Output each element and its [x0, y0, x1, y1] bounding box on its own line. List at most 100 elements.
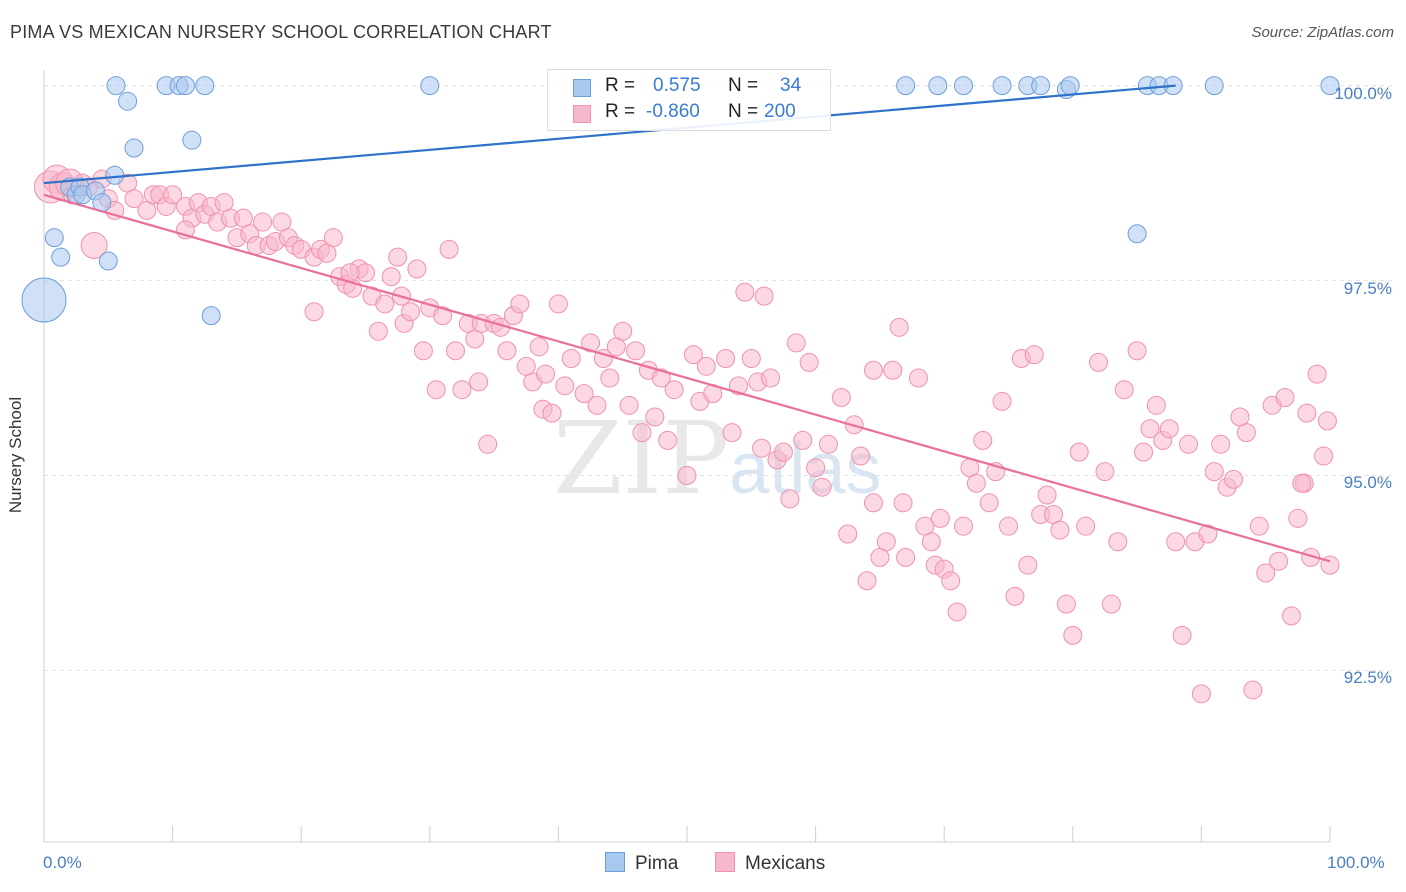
pima-point — [1204, 76, 1224, 96]
mexicans-point — [812, 477, 832, 497]
mexicans-point — [896, 547, 916, 567]
mexicans-point — [124, 189, 144, 209]
mexicans-point — [799, 352, 819, 372]
mexicans-point — [561, 349, 581, 369]
source-label: Source: ZipAtlas.com — [1251, 24, 1394, 41]
x-tick-label-min: 0.0% — [43, 853, 82, 872]
pima-point — [896, 76, 916, 96]
mexicans-point — [600, 368, 620, 388]
mexicans-point — [1211, 434, 1231, 454]
mexicans-point — [388, 247, 408, 267]
mexicans-point — [876, 532, 896, 552]
mexicans-point — [1172, 625, 1192, 645]
mexicans-point — [752, 438, 772, 458]
mexicans-point — [1024, 345, 1044, 365]
y-axis-label: Nursery School — [6, 396, 25, 514]
mexicans-point — [632, 423, 652, 443]
mexicans-point — [587, 395, 607, 415]
mexicans-point — [883, 360, 903, 380]
y-tick-label: 92.5% — [1343, 668, 1392, 688]
mexicans-point — [893, 493, 913, 513]
mexicans-point — [1281, 606, 1301, 626]
mexicans-point — [497, 341, 517, 361]
pima-trend-line — [43, 84, 1176, 185]
pima-point — [44, 228, 64, 248]
mexicans-point — [1307, 364, 1327, 384]
mexicans-point — [999, 516, 1018, 536]
mexicans-point — [651, 368, 671, 388]
pima-point — [51, 247, 71, 267]
mexicans-point — [1069, 442, 1089, 462]
mexicans-point — [439, 239, 459, 259]
pima-point — [1060, 76, 1080, 96]
mexicans-point — [401, 302, 421, 322]
mexicans-point — [921, 532, 941, 552]
mexicans-point — [163, 185, 183, 205]
grid-lines — [44, 85, 1392, 671]
mexicans-point — [253, 212, 273, 232]
mexicans-point — [1292, 473, 1312, 493]
mexicans-point — [1236, 423, 1256, 443]
watermark-zip: ZIP — [553, 400, 730, 517]
mexicans-swatch — [573, 105, 591, 123]
mexicans-point — [1005, 586, 1025, 606]
mexicans-point — [806, 458, 826, 478]
mexicans-point — [548, 294, 568, 314]
mexicans-legend-label: Mexicans — [745, 853, 826, 874]
mexicans-point — [1224, 469, 1244, 489]
r-label: R = — [605, 101, 636, 122]
mexicans-point — [696, 356, 716, 376]
mexicans-point — [626, 341, 646, 361]
mexicans-point — [1101, 594, 1121, 614]
mexicans-point — [941, 571, 961, 591]
pima-legend-swatch — [605, 852, 625, 872]
mexicans-point — [735, 282, 755, 302]
pima-point — [21, 277, 67, 323]
pima-point — [98, 251, 118, 271]
mexicans-point — [1297, 403, 1317, 423]
mexicans-point — [1146, 395, 1166, 415]
pima-swatch — [573, 79, 591, 97]
mexicans-point — [323, 228, 343, 248]
legend-row-pima: R = 0.575 N = 34 — [548, 75, 830, 101]
mexicans-point — [375, 294, 395, 314]
bottom-legend-pima[interactable]: Pima — [605, 852, 678, 875]
mexicans-point — [818, 434, 838, 454]
mexicans-point — [1056, 594, 1076, 614]
mexicans-point — [930, 508, 950, 528]
pima-legend-label: Pima — [635, 853, 679, 874]
mexicans-point — [80, 231, 108, 259]
y-tick-label: 97.5% — [1343, 278, 1392, 298]
mexicans-point — [1269, 551, 1289, 571]
mexicans-point — [1256, 563, 1276, 583]
mexicans-point — [838, 524, 858, 544]
mexicans-point — [426, 380, 446, 400]
mexicans-point — [381, 267, 401, 287]
mexicans-point — [478, 434, 498, 454]
mexicans-point — [1166, 532, 1186, 552]
mexicans-point — [992, 391, 1012, 411]
mexicans-point — [1114, 380, 1134, 400]
mexicans-point — [1063, 625, 1083, 645]
mexicans-point — [953, 516, 973, 536]
bottom-legend-mexicans[interactable]: Mexicans — [715, 852, 825, 875]
pima-point — [118, 91, 138, 111]
mexicans-point — [857, 571, 877, 591]
n-label: N = — [728, 75, 759, 96]
mexicans-point — [368, 321, 388, 341]
mexicans-point — [645, 407, 665, 427]
mexicans-point — [1159, 419, 1179, 439]
pima-point — [195, 76, 215, 96]
mexicans-point — [1076, 516, 1096, 536]
mexicans-point — [716, 349, 736, 369]
pima-point — [928, 76, 948, 96]
pima-point — [420, 76, 440, 96]
y-tick-label: 95.0% — [1343, 473, 1392, 493]
mexicans-point — [613, 321, 633, 341]
x-tick-label-max: 100.0% — [1327, 853, 1385, 872]
legend-row-mexicans: R = -0.860 N = 200 — [548, 101, 830, 127]
mexicans-point — [536, 364, 556, 384]
mexicans-point — [1037, 485, 1057, 505]
pima-point — [106, 76, 126, 96]
